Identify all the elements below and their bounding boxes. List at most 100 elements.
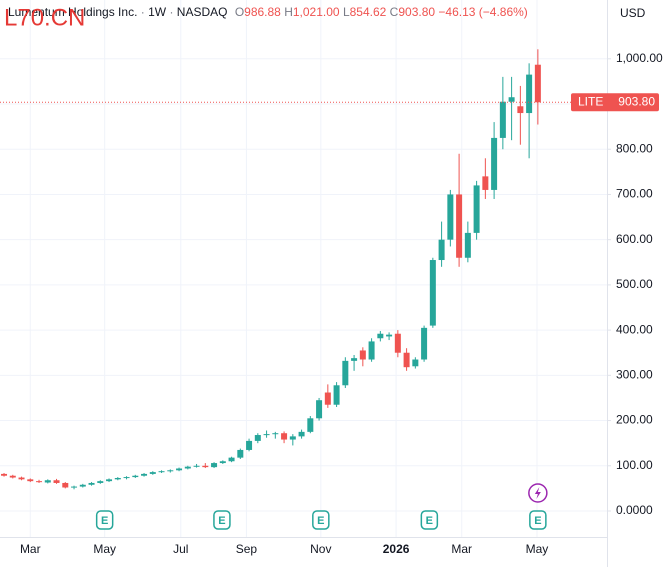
candle-body <box>97 481 104 483</box>
candle-body <box>394 333 401 353</box>
candle-body <box>176 468 183 471</box>
x-tick-label: Mar <box>451 542 472 556</box>
candle-body <box>263 434 270 436</box>
candle-body <box>106 479 113 482</box>
candle-body <box>342 360 349 386</box>
candle-body <box>158 471 165 473</box>
candle-body <box>526 74 533 114</box>
y-tick-label: 200.00 <box>616 413 653 427</box>
candle-body <box>219 461 226 464</box>
candle-body <box>272 433 279 435</box>
candle-body <box>18 477 25 480</box>
earnings-marker-label: E <box>534 515 541 527</box>
candle-body <box>307 418 314 432</box>
candle-body <box>289 436 296 440</box>
candle-body <box>9 475 16 478</box>
ohlc-prefix: O <box>235 5 244 19</box>
y-tick-label: 100.00 <box>616 458 653 472</box>
separator: · <box>141 5 145 19</box>
candle-body <box>429 260 436 326</box>
ohlc-value: 986.88 <box>244 5 281 19</box>
ohlc-prefix: C <box>390 5 399 19</box>
currency: USD <box>620 6 646 20</box>
earnings-marker <box>312 510 330 530</box>
candle-body <box>53 480 60 483</box>
y-tick-label: 0.0000 <box>616 503 653 517</box>
candle-body <box>508 97 515 102</box>
candle-body <box>202 465 209 468</box>
ohlc-value: 854.62 <box>350 5 387 19</box>
candle-body <box>412 359 419 367</box>
candle-body <box>36 481 43 483</box>
x-tick-label: Mar <box>20 542 41 556</box>
ohlc-prefix: L <box>343 5 350 19</box>
change-percent: (−4.86%) <box>479 5 528 19</box>
y-tick-label: 800.00 <box>616 141 653 155</box>
candle-body <box>1 473 8 476</box>
candle-body <box>473 185 480 233</box>
candle-body <box>298 431 305 437</box>
candle-body <box>482 176 489 190</box>
candle-body <box>71 486 78 488</box>
candle-body <box>421 327 428 360</box>
y-tick-label: 300.00 <box>616 368 653 382</box>
earnings-marker-label: E <box>426 515 433 527</box>
x-tick-label: May <box>93 542 116 556</box>
x-tick-label: Jul <box>173 542 188 556</box>
candle-body <box>246 440 253 450</box>
candle-body <box>368 341 375 360</box>
candle-body <box>149 472 156 474</box>
price-tag <box>571 93 659 112</box>
candle-body <box>517 106 524 114</box>
candle-body <box>254 435 261 441</box>
ohlc-value: 1,021.00 <box>293 5 340 19</box>
symbol-name: Lumentum Holdings Inc. <box>8 5 137 19</box>
candle-body <box>403 352 410 368</box>
candle-body <box>123 477 130 479</box>
candle-body <box>281 433 288 440</box>
dividend-icon-bolt <box>534 487 541 499</box>
candle-body <box>184 466 191 469</box>
watermark: L70.CN <box>4 4 85 31</box>
header: Lumentum Holdings Inc. · 1W · NASDAQ O98… <box>8 5 528 19</box>
candle-body <box>447 194 454 240</box>
earnings-marker-label: E <box>218 515 225 527</box>
earnings-marker <box>213 510 231 530</box>
y-tick-label: 500.00 <box>616 277 653 291</box>
earnings-marker <box>529 510 547 530</box>
earnings-marker <box>420 510 439 530</box>
earnings-marker-label: E <box>317 515 324 527</box>
candle-body <box>44 480 51 483</box>
candle-body <box>228 457 235 462</box>
earnings-marker <box>95 510 114 530</box>
ohlc-prefix: H <box>284 5 293 19</box>
candle-body <box>456 194 463 258</box>
x-tick-label: May <box>526 542 549 556</box>
candle-body <box>324 392 331 405</box>
y-tick-label: 400.00 <box>616 322 653 336</box>
candle-body <box>351 358 358 361</box>
price-tag-symbol: LITE <box>578 94 603 108</box>
candle-body <box>464 232 471 258</box>
candle-body <box>114 477 121 480</box>
candle-body <box>167 470 174 472</box>
y-tick-label: 700.00 <box>616 187 653 201</box>
candle-body <box>333 385 340 405</box>
candle-body <box>62 482 69 488</box>
x-tick-label: Sep <box>236 542 258 556</box>
change: −46.13 <box>438 5 475 19</box>
candle-body <box>193 465 200 467</box>
x-tick-label: 2026 <box>383 542 410 556</box>
earnings-marker-label: E <box>101 515 108 527</box>
candle-body <box>386 334 393 337</box>
candle-body <box>132 475 139 478</box>
candle-body <box>359 350 366 360</box>
candle-body <box>316 400 323 419</box>
ohlc-value: 903.80 <box>398 5 435 19</box>
candle-body <box>237 449 244 458</box>
exchange: NASDAQ <box>177 5 228 19</box>
candle-body <box>377 333 384 339</box>
separator: · <box>169 5 173 19</box>
